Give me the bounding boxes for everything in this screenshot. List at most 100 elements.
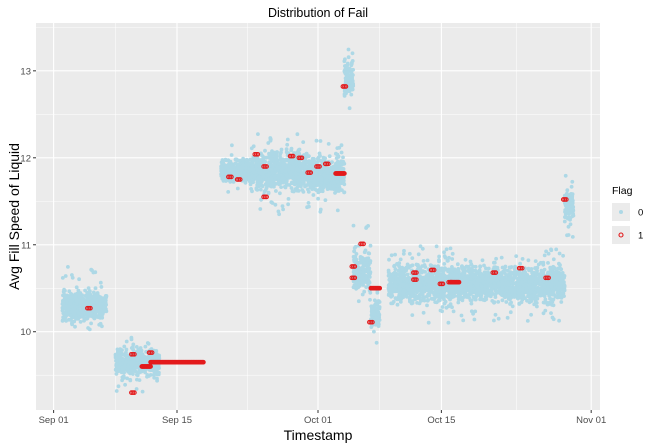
point-flag-0: [350, 51, 355, 56]
point-flag-0: [351, 254, 356, 259]
point-flag-0: [454, 285, 458, 290]
point-flag-0: [533, 297, 538, 302]
point-flag-0: [450, 251, 455, 256]
point-flag-0: [395, 262, 399, 266]
point-flag-0: [529, 312, 533, 317]
point-flag-0: [152, 354, 157, 359]
point-flag-0: [434, 244, 439, 249]
point-flag-0: [274, 189, 278, 193]
point-flag-0: [337, 188, 341, 192]
point-flag-0: [75, 291, 80, 296]
grid: [36, 23, 600, 410]
point-flag-0: [368, 260, 372, 265]
point-flag-0: [70, 321, 74, 326]
point-flag-0: [279, 167, 284, 172]
point-flag-0: [124, 347, 129, 352]
point-flag-0: [220, 176, 225, 181]
point-flag-0: [548, 296, 552, 301]
point-flag-0: [398, 280, 402, 285]
point-flag-0: [318, 139, 323, 143]
point-flag-0: [269, 151, 274, 156]
point-flag-0: [551, 303, 556, 308]
point-flag-0: [281, 207, 285, 212]
point-flag-0: [349, 75, 354, 79]
point-flag-0: [295, 188, 300, 193]
point-flag-0: [406, 291, 410, 296]
point-flag-0: [267, 156, 272, 160]
point-flag-0: [442, 250, 446, 255]
point-flag-0: [472, 317, 477, 322]
point-flag-0: [309, 183, 313, 188]
point-flag-0: [354, 252, 359, 256]
point-flag-0: [289, 186, 294, 190]
point-flag-0: [339, 177, 344, 182]
point-flag-0: [471, 294, 476, 299]
point-flag-0: [368, 243, 373, 248]
points-layer: [60, 47, 576, 395]
point-flag-0: [462, 275, 466, 280]
point-flag-0: [273, 202, 278, 207]
point-flag-0: [91, 270, 96, 275]
point-flag-0: [239, 167, 244, 172]
point-flag-0: [147, 368, 152, 372]
point-flag-0: [352, 246, 357, 250]
point-flag-0: [116, 384, 121, 389]
point-flag-0: [74, 316, 79, 321]
point-flag-0: [263, 148, 267, 153]
point-flag-0: [219, 166, 224, 171]
point-flag-0: [78, 295, 82, 300]
point-flag-0: [475, 291, 479, 295]
point-flag-0: [350, 87, 355, 92]
point-flag-0: [341, 155, 345, 160]
point-flag-0: [66, 307, 71, 312]
point-flag-0: [549, 311, 553, 315]
point-flag-0: [442, 262, 447, 266]
point-flag-0: [486, 266, 491, 271]
point-flag-0: [425, 273, 430, 277]
point-flag-0: [408, 298, 412, 303]
point-flag-0: [351, 82, 355, 86]
point-flag-0: [235, 158, 240, 163]
point-flag-0: [91, 307, 96, 312]
point-flag-0: [264, 176, 269, 181]
point-flag-0: [347, 106, 352, 111]
point-flag-0: [438, 308, 443, 313]
point-flag-0: [68, 299, 73, 303]
point-flag-0: [452, 267, 457, 272]
point-flag-0: [520, 257, 525, 261]
point-flag-0: [260, 157, 265, 162]
point-flag-0: [411, 294, 416, 299]
point-flag-0: [134, 387, 139, 391]
point-flag-0: [135, 355, 140, 360]
point-flag-0: [401, 251, 406, 256]
point-flag-0: [279, 147, 284, 152]
point-flag-0: [473, 297, 478, 302]
point-flag-0: [560, 271, 565, 275]
point-flag-0: [276, 175, 281, 180]
point-flag-0: [388, 280, 393, 284]
point-flag-0: [502, 291, 507, 296]
point-flag-0: [156, 372, 161, 377]
point-flag-0: [295, 185, 300, 190]
point-flag-0: [416, 252, 421, 257]
point-flag-0: [407, 264, 412, 269]
point-flag-0: [295, 132, 300, 137]
point-flag-0: [120, 378, 124, 383]
point-flag-0: [551, 317, 556, 322]
point-flag-0: [293, 171, 298, 176]
point-flag-0: [278, 191, 282, 196]
point-flag-0: [323, 156, 327, 161]
point-flag-0: [421, 276, 426, 281]
point-flag-0: [247, 161, 251, 166]
point-flag-0: [444, 247, 449, 252]
point-flag-0: [82, 318, 86, 323]
point-flag-0: [458, 274, 462, 278]
point-flag-0: [75, 299, 80, 304]
point-flag-0: [318, 189, 323, 194]
point-flag-0: [315, 156, 320, 161]
point-flag-0: [375, 290, 380, 295]
point-flag-0: [310, 164, 315, 168]
point-flag-0: [316, 177, 320, 182]
point-flag-0: [304, 176, 309, 181]
